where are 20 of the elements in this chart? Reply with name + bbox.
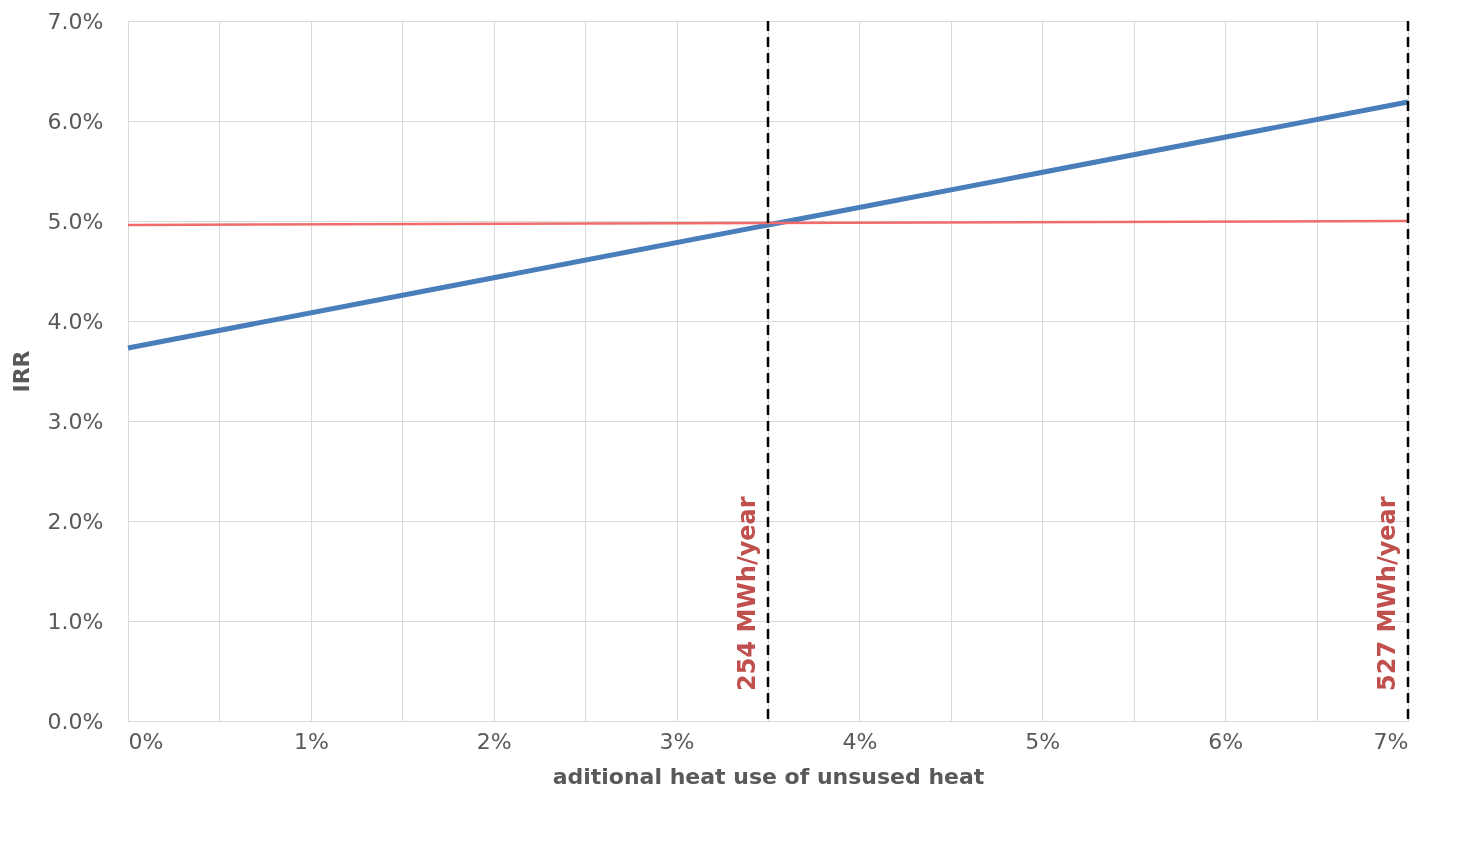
y-tick-label: 7.0%: [47, 8, 104, 34]
x-tick-label: 5%: [1025, 728, 1061, 754]
x-tick-label: 7%: [1373, 728, 1409, 754]
x-tick-label: 2%: [476, 728, 512, 754]
x-tick-label: 0%: [128, 728, 164, 754]
x-tick-label: 6%: [1208, 728, 1244, 754]
y-tick-label: 2.0%: [47, 508, 104, 534]
y-tick-label: 4.0%: [47, 308, 104, 334]
y-tick-label: 1.0%: [47, 608, 104, 634]
x-tick-label: 4%: [842, 728, 878, 754]
x-tick-label: 1%: [293, 728, 329, 754]
y-tick-label: 0.0%: [47, 708, 104, 734]
x-tick-label: 3%: [659, 728, 695, 754]
y-tick-label: 5.0%: [47, 208, 104, 234]
ref-line-label: 254 MWh/year: [733, 496, 761, 691]
y-tick-label: 3.0%: [47, 408, 104, 434]
x-axis-title: aditional heat use of unsused heat: [552, 763, 985, 789]
ref-line-label: 527 MWh/year: [1373, 496, 1401, 691]
y-axis-title: IRR: [8, 350, 34, 393]
y-tick-label: 6.0%: [47, 108, 104, 134]
